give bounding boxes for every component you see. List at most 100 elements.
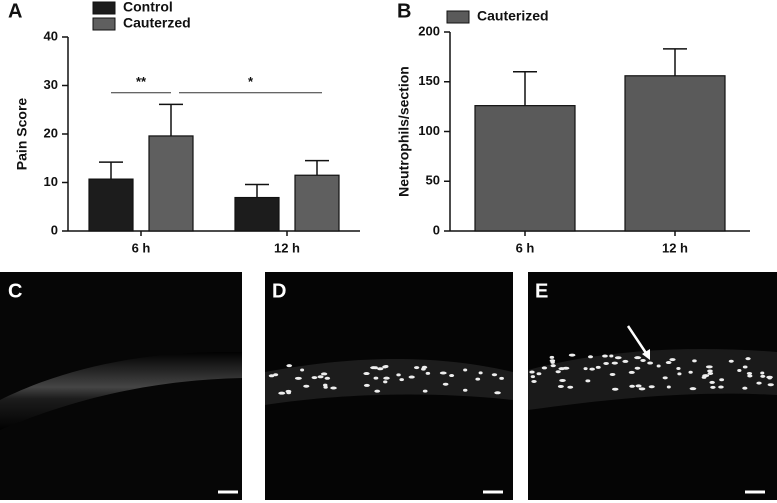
significance-label: *	[248, 74, 254, 89]
nucleus	[742, 386, 748, 390]
nucleus	[396, 373, 401, 377]
nucleus	[728, 359, 734, 363]
nucleus	[550, 364, 556, 368]
nucleus	[408, 375, 415, 379]
nucleus	[629, 384, 635, 388]
nucleus	[559, 378, 566, 382]
nucleus	[303, 384, 310, 388]
nucleus	[589, 367, 595, 371]
nucleus	[286, 391, 292, 395]
y-axis-label: Pain Score	[14, 98, 30, 171]
legend-label: Cauterized	[477, 8, 549, 24]
nucleus	[665, 361, 672, 365]
nuclei	[268, 353, 774, 395]
x-tick-label: 6 h	[132, 240, 151, 255]
nucleus	[491, 373, 498, 377]
nucleus	[747, 374, 753, 378]
nucleus	[425, 371, 431, 375]
significance-label: **	[136, 74, 147, 89]
nucleus	[475, 377, 481, 381]
nucleus	[541, 366, 548, 370]
y-tick-label: 40	[44, 28, 58, 43]
nucleus	[611, 361, 618, 365]
nucleus	[536, 372, 542, 376]
y-axis-label: Neutrophils/section	[396, 66, 412, 197]
nucleus	[323, 385, 328, 389]
nucleus	[612, 387, 619, 391]
panel-label: A	[8, 0, 22, 22]
nucleus	[662, 376, 668, 380]
legend-swatch	[446, 10, 470, 24]
nucleus	[634, 356, 642, 360]
nucleus	[550, 360, 555, 364]
nucleus	[689, 387, 697, 391]
nucleus	[278, 391, 286, 395]
nucleus	[742, 365, 748, 369]
image-d	[265, 272, 513, 500]
nucleus	[463, 368, 468, 372]
nucleus	[705, 365, 713, 369]
bar	[624, 75, 726, 232]
y-tick-label: 200	[418, 23, 440, 38]
nucleus	[439, 371, 447, 375]
panel-label: C	[8, 280, 22, 302]
nucleus	[324, 376, 331, 380]
nucleus	[478, 371, 483, 375]
bar	[234, 196, 280, 232]
nucleus	[587, 355, 594, 359]
nucleus	[463, 388, 468, 392]
nucleus	[529, 370, 535, 374]
y-tick-label: 150	[418, 73, 440, 88]
nucleus	[640, 358, 646, 362]
nucleus	[628, 370, 635, 374]
y-tick-label: 0	[433, 222, 440, 237]
nucleus	[622, 359, 629, 363]
nucleus	[707, 371, 714, 375]
legend-label: Control	[123, 0, 173, 15]
y-tick-label: 30	[44, 77, 58, 92]
nucleus	[442, 382, 449, 386]
nucleus	[286, 364, 293, 368]
nucleus	[756, 381, 762, 385]
nucleus	[710, 385, 716, 389]
nucleus	[602, 354, 608, 358]
nucleus	[499, 376, 504, 380]
nucleus	[363, 372, 370, 376]
nucleus	[609, 372, 616, 376]
nucleus	[760, 371, 765, 375]
nucleus	[702, 374, 710, 378]
legend-swatch	[92, 1, 116, 15]
legend-swatch	[92, 17, 116, 31]
image-c	[0, 272, 242, 500]
nucleus	[330, 386, 337, 390]
nucleus	[382, 365, 388, 369]
y-tick-label: 10	[44, 174, 58, 189]
nucleus	[494, 391, 501, 395]
nucleus	[557, 384, 564, 388]
nucleus	[614, 356, 622, 360]
nucleus	[634, 366, 641, 370]
nucleus	[421, 367, 426, 371]
nucleus	[562, 366, 570, 370]
nucleus	[767, 383, 774, 387]
nucleus	[363, 383, 370, 387]
panel-label: B	[397, 0, 411, 22]
nucleus	[737, 368, 742, 372]
nucleus	[567, 385, 574, 389]
nucleus	[638, 387, 646, 391]
nucleus	[294, 376, 302, 380]
nucleus	[746, 371, 753, 375]
x-tick-label: 12 h	[274, 240, 300, 255]
nucleus	[677, 372, 682, 376]
nucleus	[422, 389, 428, 393]
nucleus	[760, 374, 766, 378]
bar	[294, 174, 340, 232]
nucleus	[692, 359, 697, 363]
y-tick-label: 100	[418, 123, 440, 138]
nucleus	[648, 385, 655, 389]
nucleus	[568, 353, 576, 357]
nucleus	[666, 385, 671, 389]
panel-label: E	[535, 280, 548, 302]
nucleus	[374, 389, 381, 393]
